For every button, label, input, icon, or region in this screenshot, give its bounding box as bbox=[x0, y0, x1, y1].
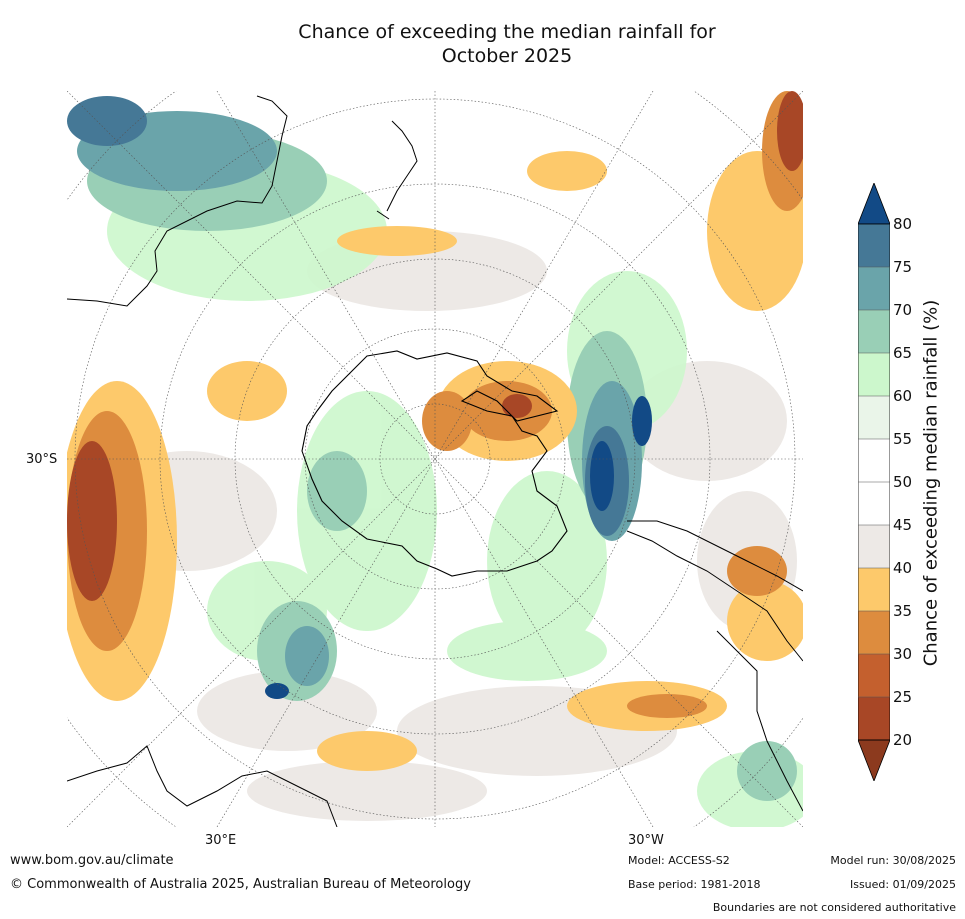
colorbar-tick-50: 50 bbox=[893, 473, 913, 491]
colorbar-tick-60: 60 bbox=[893, 387, 913, 405]
colorbar-band-55-60 bbox=[858, 396, 890, 439]
colorbar-tick-30: 30 bbox=[893, 645, 913, 663]
map-canvas bbox=[67, 91, 803, 827]
colorbar-tick-45: 45 bbox=[893, 516, 913, 534]
website-link[interactable]: www.bom.gov.au/climate bbox=[10, 853, 174, 868]
model-text: Model: ACCESS-S2 bbox=[628, 854, 730, 867]
south-america-coastline bbox=[626, 520, 803, 812]
colorbar-tick-20: 20 bbox=[893, 731, 913, 749]
colorbar-tick-55: 55 bbox=[893, 430, 913, 448]
colorbar-tick-75: 75 bbox=[893, 258, 913, 276]
rainfall-map[interactable] bbox=[67, 91, 803, 827]
model-run-text: Model run: 30/08/2025 bbox=[830, 854, 956, 867]
band-20-25-regions bbox=[67, 91, 803, 601]
colorbar-band-25-30 bbox=[858, 654, 890, 697]
colorbar-band-35-40 bbox=[858, 568, 890, 611]
title-line-1: Chance of exceeding the median rainfall … bbox=[298, 21, 716, 43]
colorbar bbox=[858, 183, 890, 781]
colorbar-tick-35: 35 bbox=[893, 602, 913, 620]
new-zealand-coastline bbox=[376, 120, 418, 220]
base-period-text: Base period: 1981-2018 bbox=[628, 878, 761, 891]
colorbar-band-20-25 bbox=[858, 697, 890, 740]
band-75-plus-regions bbox=[67, 96, 652, 699]
colorbar-tick-25: 25 bbox=[893, 688, 913, 706]
colorbar-band-60-65 bbox=[858, 353, 890, 396]
colorbar-tick-40: 40 bbox=[893, 559, 913, 577]
lat-label-30s: 30°S bbox=[26, 452, 58, 467]
graticule bbox=[67, 91, 803, 827]
colorbar-title: Chance of exceeding median rainfall (%) bbox=[920, 299, 942, 667]
colorbar-band-50-55 bbox=[858, 439, 890, 482]
colorbar-band-40-45 bbox=[858, 525, 890, 568]
disclaimer-text: Boundaries are not considered authoritat… bbox=[712, 901, 956, 914]
colorbar-tick-80: 80 bbox=[893, 215, 913, 233]
colorbar-tick-70: 70 bbox=[893, 301, 913, 319]
lon-label-30e: 30°E bbox=[205, 833, 237, 848]
map-title: Chance of exceeding the median rainfall … bbox=[0, 20, 965, 68]
colorbar-tick-65: 65 bbox=[893, 344, 913, 362]
colorbar-bottom-arrow bbox=[858, 739, 890, 781]
colorbar-band-30-35 bbox=[858, 611, 890, 654]
issued-text: Issued: 01/09/2025 bbox=[849, 878, 956, 891]
colorbar-band-45-50 bbox=[858, 482, 890, 525]
colorbar-band-70-75 bbox=[858, 267, 890, 310]
antarctica-coastline bbox=[301, 350, 568, 577]
australia-coastline bbox=[67, 95, 288, 307]
colorbar-band-65-70 bbox=[858, 310, 890, 353]
colorbar-band-75-80 bbox=[858, 224, 890, 267]
africa-coastline bbox=[67, 745, 338, 827]
colorbar-top-arrow bbox=[858, 183, 890, 225]
copyright-text: © Commonwealth of Australia 2025, Austra… bbox=[10, 877, 471, 892]
lon-label-30w: 30°W bbox=[628, 833, 664, 848]
title-line-2: October 2025 bbox=[441, 45, 573, 67]
